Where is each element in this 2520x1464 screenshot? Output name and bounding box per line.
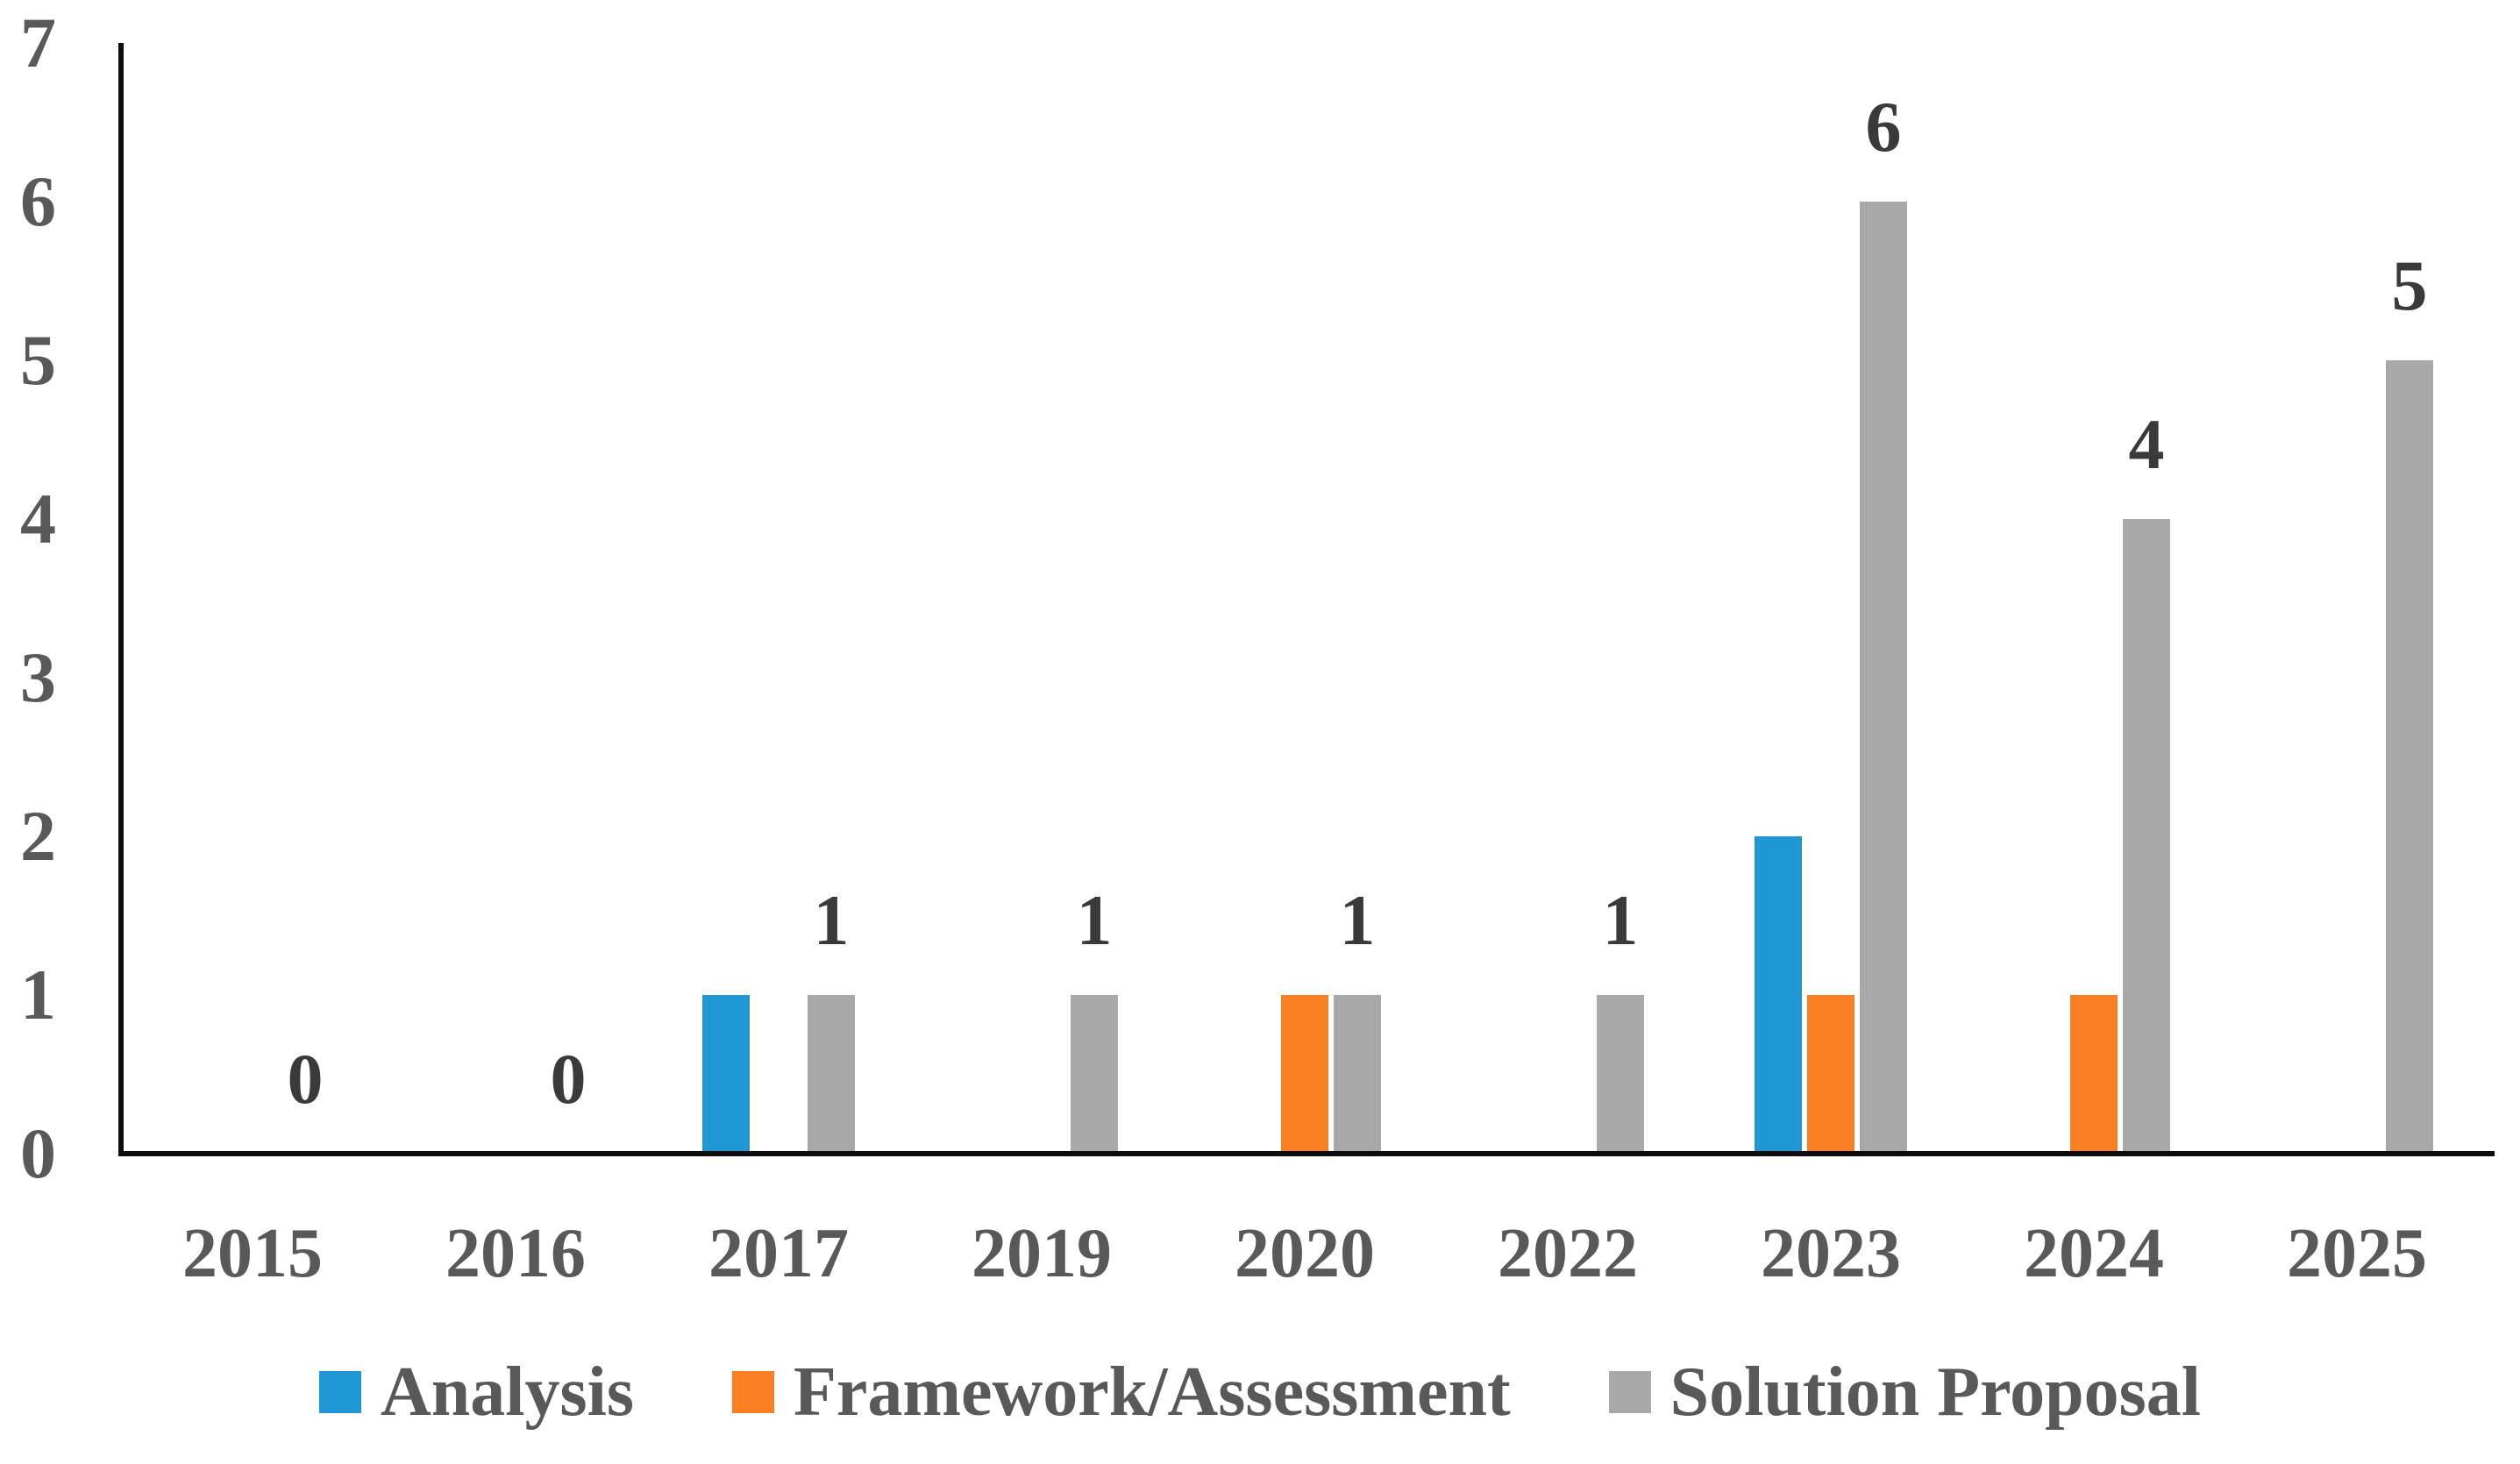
x-axis-label-2019: 2019 <box>972 1215 1112 1292</box>
bar-solution-proposal-2023 <box>1860 202 1907 1151</box>
x-axis-label-2020: 2020 <box>1235 1215 1375 1292</box>
data-label-2015: 0 <box>287 1039 324 1119</box>
data-label-2023: 6 <box>1865 87 1902 167</box>
y-axis-tick-label-3: 3 <box>20 637 56 717</box>
data-label-2017: 1 <box>813 880 850 960</box>
bar-framework-assessment-2024 <box>2070 995 2118 1151</box>
y-axis-line <box>118 43 124 1156</box>
bar-solution-proposal-2017 <box>808 995 855 1151</box>
x-axis-label-2024: 2024 <box>2024 1215 2164 1292</box>
legend-item-analysis: Analysis <box>319 1357 634 1427</box>
bar-analysis-2023 <box>1755 836 1802 1151</box>
data-label-2024: 4 <box>2128 404 2165 484</box>
x-axis-label-2025: 2025 <box>2287 1215 2427 1292</box>
bar-solution-proposal-2020 <box>1334 995 1381 1151</box>
legend-swatch-solution-proposal <box>1608 1371 1651 1413</box>
legend-item-solution-proposal: Solution Proposal <box>1608 1354 2201 1431</box>
legend-label-framework-assessment: Framework/Assessment <box>794 1354 1511 1431</box>
data-label-2019: 1 <box>1076 880 1113 960</box>
y-axis-tick-label-1: 1 <box>20 955 56 1034</box>
y-axis-tick-label-2: 2 <box>20 796 56 876</box>
bar-solution-proposal-2022 <box>1597 995 1644 1151</box>
bar-framework-assessment-2020 <box>1281 995 1328 1151</box>
legend-swatch-framework-assessment <box>732 1371 774 1413</box>
bar-solution-proposal-2025 <box>2386 360 2433 1151</box>
legend-item-framework-assessment: Framework/Assessment <box>732 1357 1511 1427</box>
x-axis-line <box>118 1151 2495 1156</box>
data-label-2022: 1 <box>1602 880 1639 960</box>
bar-solution-proposal-2024 <box>2123 519 2170 1151</box>
y-axis-tick-label-4: 4 <box>20 479 56 558</box>
legend: Analysis Framework/Assessment Solution Pro… <box>0 1357 2520 1427</box>
y-axis-tick-label-0: 0 <box>20 1113 56 1193</box>
legend-swatch-analysis <box>319 1371 362 1413</box>
y-axis-tick-label-6: 6 <box>20 161 56 241</box>
data-label-2025: 5 <box>2391 245 2428 325</box>
legend-label-solution-proposal: Solution Proposal <box>1669 1354 2201 1431</box>
data-label-2016: 0 <box>550 1039 587 1119</box>
bar-analysis-2017 <box>702 995 750 1151</box>
x-axis-label-2015: 2015 <box>182 1215 323 1292</box>
x-axis-label-2022: 2022 <box>1498 1215 1638 1292</box>
legend-label-analysis: Analysis <box>381 1354 634 1431</box>
x-axis-label-2017: 2017 <box>708 1215 849 1292</box>
y-axis-tick-label-7: 7 <box>20 3 56 82</box>
bar-framework-assessment-2023 <box>1807 995 1854 1151</box>
x-axis-label-2023: 2023 <box>1761 1215 1901 1292</box>
data-label-2020: 1 <box>1339 880 1376 960</box>
bar-solution-proposal-2019 <box>1071 995 1118 1151</box>
x-axis-label-2016: 2016 <box>445 1215 586 1292</box>
y-axis-tick-label-5: 5 <box>20 320 56 400</box>
